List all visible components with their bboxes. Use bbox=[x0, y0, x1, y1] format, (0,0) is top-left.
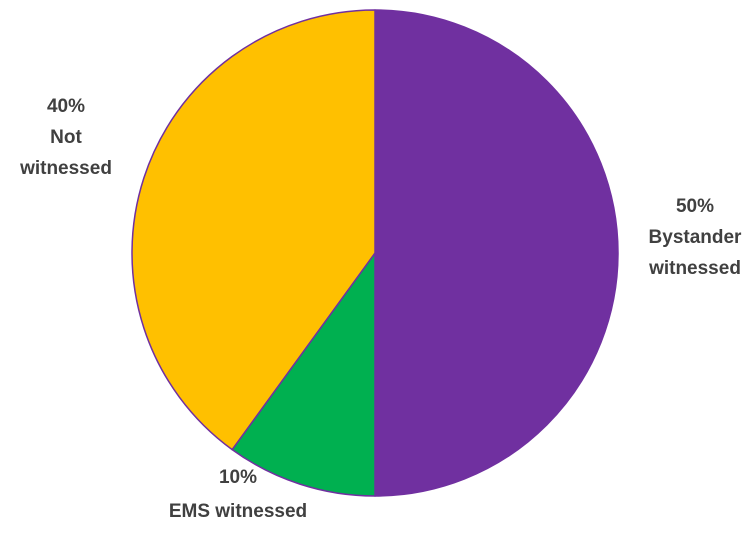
data-label-line: witnessed bbox=[19, 158, 112, 179]
pie-slice-bystander-witnessed bbox=[374, 9, 619, 497]
data-label-line: EMS witnessed bbox=[169, 501, 307, 522]
data-label-line: Bystander bbox=[649, 227, 743, 248]
pie-slice-ems-witnessed bbox=[231, 252, 376, 497]
data-label-not-witnessed: 40% Not witnessed bbox=[19, 96, 112, 179]
data-label-ems-witnessed: 10% EMS witnessed bbox=[169, 467, 307, 522]
data-label-bystander-witnessed: 50% Bystander witnessed bbox=[648, 196, 742, 279]
data-label-line: 40% bbox=[47, 96, 85, 117]
data-label-line: 10% bbox=[219, 467, 257, 488]
data-label-line: 50% bbox=[676, 196, 714, 217]
pie-data-labels: 50% Bystander witnessed 10% EMS witnessed 40%… bbox=[19, 96, 742, 522]
pie-slice-not-witnessed bbox=[131, 9, 376, 451]
pie-slices bbox=[131, 9, 619, 497]
data-label-line: witnessed bbox=[648, 258, 741, 279]
data-label-line: Not bbox=[50, 127, 82, 148]
